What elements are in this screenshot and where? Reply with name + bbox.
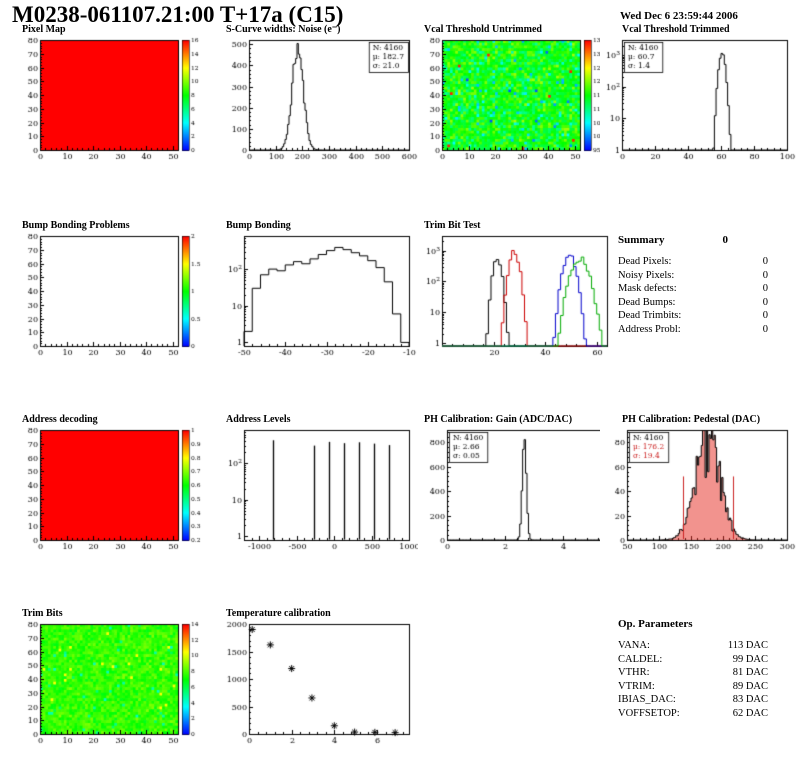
panel-trim-bit-test: Trim Bit Test: [420, 220, 616, 360]
row-value: 99 DAC: [732, 653, 768, 665]
vcal-untrimmed-chart: [420, 36, 616, 164]
panel-temperature-calibration: Temperature calibration: [222, 608, 418, 748]
row-value: 113 DAC: [727, 640, 768, 651]
chart-title: Address decoding: [22, 414, 98, 425]
address-levels-chart: [222, 426, 418, 554]
panel-address-levels: Address Levels: [222, 414, 418, 554]
summary-row: Dead Pixels: 0: [618, 255, 768, 269]
chart-title: S-Curve widths: Noise (e⁻): [226, 24, 341, 35]
row-value: 89 DAC: [732, 680, 768, 692]
panel-address-decoding: Address decoding: [18, 414, 214, 554]
summary-panel: Summary 0 Dead Pixels: 0 Noisy Pixels: 0 M…: [618, 234, 768, 336]
row-value: 0: [762, 296, 768, 308]
param-row: IBIAS_DAC: 83 DAC: [618, 693, 768, 707]
row-value: 0: [762, 256, 768, 267]
row-label: IBIAS_DAC:: [618, 694, 676, 705]
chart-title: Trim Bits: [22, 608, 63, 619]
panel-bump-bonding-problems: Bump Bonding Problems: [18, 220, 214, 360]
row-label: VANA:: [618, 640, 650, 651]
row-label: VTRIM:: [618, 680, 655, 692]
bump-bonding-chart: [222, 232, 418, 360]
op-parameters-header: Op. Parameters: [618, 618, 768, 630]
chart-title: Pixel Map: [22, 24, 66, 35]
summary-row: Mask defects: 0: [618, 282, 768, 296]
summary-title: Summary: [618, 234, 665, 246]
chart-title: PH Calibration: Pedestal (DAC): [622, 414, 761, 425]
row-label: Mask defects:: [618, 283, 677, 294]
chart-title: Address Levels: [226, 414, 291, 425]
panel-ph-pedestal: PH Calibration: Pedestal (DAC): [600, 414, 796, 554]
row-value: 0: [762, 269, 768, 281]
trim-bits-chart: [18, 620, 214, 748]
summary-count: 0: [722, 234, 728, 246]
chart-title: Vcal Threshold Trimmed: [622, 24, 730, 35]
row-label: Dead Trimbits:: [618, 310, 682, 321]
temperature-calibration-chart: [222, 620, 418, 748]
op-parameters-title: Op. Parameters: [618, 618, 693, 630]
row-label: Dead Bumps:: [618, 296, 676, 308]
chart-title: Bump Bonding: [226, 220, 291, 231]
scurve-noise-chart: [222, 36, 418, 164]
chart-title: Vcal Threshold Untrimmed: [424, 24, 542, 35]
ph-pedestal-chart: [600, 426, 796, 554]
summary-row: Dead Bumps: 0: [618, 296, 768, 310]
row-value: 0: [762, 283, 768, 294]
summary-header: Summary 0: [618, 234, 768, 246]
page-title: M0238-061107.21:00 T+17a (C15): [12, 2, 344, 27]
address-decoding-chart: [18, 426, 214, 554]
timestamp: Wed Dec 6 23:59:44 2006: [620, 10, 738, 22]
param-row: VOFFSETOP: 62 DAC: [618, 707, 768, 721]
param-row: CALDEL: 99 DAC: [618, 653, 768, 667]
chart-title: PH Calibration: Gain (ADC/DAC): [424, 414, 573, 425]
row-value: 81 DAC: [732, 667, 768, 678]
chart-title: Bump Bonding Problems: [22, 220, 130, 231]
panel-pixel-map: Pixel Map: [18, 24, 214, 164]
panel-bump-bonding: Bump Bonding: [222, 220, 418, 360]
param-row: VTRIM: 89 DAC: [618, 680, 768, 694]
ph-gain-chart: [420, 426, 616, 554]
row-value: 83 DAC: [732, 694, 768, 705]
row-label: Dead Pixels:: [618, 256, 672, 267]
row-value: 0: [762, 310, 768, 321]
chart-title: Trim Bit Test: [424, 220, 481, 231]
summary-row: Noisy Pixels: 0: [618, 269, 768, 283]
param-row: VANA: 113 DAC: [618, 639, 768, 653]
op-parameters-panel: Op. Parameters VANA: 113 DAC CALDEL: 99 DA…: [618, 618, 768, 720]
chart-title: Temperature calibration: [226, 608, 331, 619]
row-label: CALDEL:: [618, 653, 663, 665]
row-label: VOFFSETOP:: [618, 707, 680, 719]
param-row: VTHR: 81 DAC: [618, 666, 768, 680]
trim-bit-test-chart: [420, 232, 616, 360]
panel-scurve-noise: S-Curve widths: Noise (e⁻): [222, 24, 418, 164]
bump-bonding-problems-chart: [18, 232, 214, 360]
row-value: 62 DAC: [732, 707, 768, 719]
row-label: Address Probl:: [618, 323, 681, 335]
row-value: 0: [762, 323, 768, 335]
panel-vcal-untrimmed: Vcal Threshold Untrimmed: [420, 24, 616, 164]
summary-row: Dead Trimbits: 0: [618, 309, 768, 323]
panel-vcal-trimmed: Vcal Threshold Trimmed: [600, 24, 796, 164]
panel-ph-gain: PH Calibration: Gain (ADC/DAC): [420, 414, 616, 554]
vcal-trimmed-chart: [600, 36, 796, 164]
row-label: Noisy Pixels:: [618, 269, 675, 281]
panel-trim-bits: Trim Bits: [18, 608, 214, 748]
summary-row: Address Probl: 0: [618, 323, 768, 337]
pixel-map-chart: [18, 36, 214, 164]
row-label: VTHR:: [618, 667, 650, 678]
